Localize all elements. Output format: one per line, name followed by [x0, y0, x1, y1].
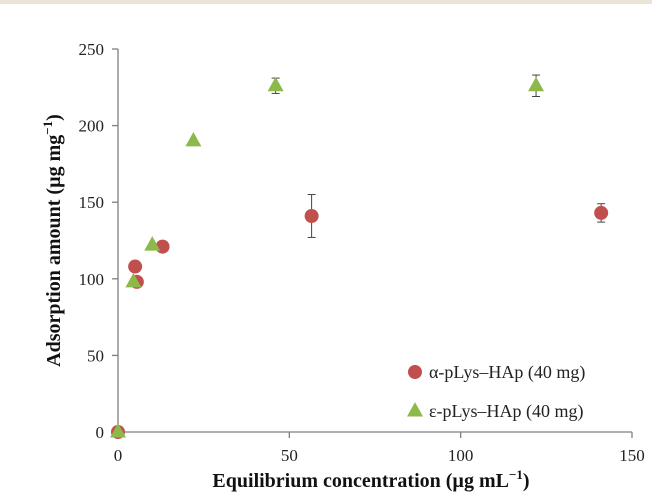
legend-label-alpha: α-pLys–HAp (40 mg) — [429, 362, 585, 383]
data-point-alpha — [128, 259, 143, 274]
y-axis-title: Adsorption amount (µg mg−1) — [40, 114, 65, 367]
data-point-epsilon — [125, 272, 142, 288]
x-axis-title: Equilibrium concentration (µg mL−1) — [212, 467, 529, 492]
error-bars — [271, 74, 606, 238]
legend: α-pLys–HAp (40 mg) ε-pLys–HAp (40 mg) — [407, 362, 585, 422]
top-border-strip — [0, 0, 652, 4]
y-tick-label: 250 — [79, 40, 105, 59]
x-tick-label: 150 — [619, 446, 645, 465]
data-point-epsilon — [110, 423, 126, 438]
x-tick-label: 100 — [448, 446, 474, 465]
y-tick-label: 0 — [96, 423, 105, 442]
legend-marker-epsilon — [407, 402, 423, 417]
legend-marker-alpha — [408, 365, 422, 379]
y-tick-label: 150 — [79, 193, 105, 212]
data-markers — [110, 76, 609, 439]
x-tick-label: 50 — [281, 446, 298, 465]
data-point-alpha — [304, 208, 319, 223]
data-point-alpha — [594, 205, 609, 220]
axes — [112, 48, 633, 438]
y-tick-label: 100 — [79, 270, 105, 289]
x-tick-label: 0 — [114, 446, 123, 465]
legend-label-epsilon: ε-pLys–HAp (40 mg) — [429, 401, 584, 422]
data-point-epsilon — [528, 76, 545, 92]
y-tick-label: 50 — [87, 346, 104, 365]
y-tick-label: 200 — [79, 117, 105, 136]
data-point-epsilon — [144, 236, 161, 251]
data-point-epsilon — [185, 131, 202, 147]
tick-labels: 0 50 100 150 200 250 0 50 100 150 — [79, 40, 645, 465]
data-point-epsilon — [267, 76, 284, 92]
